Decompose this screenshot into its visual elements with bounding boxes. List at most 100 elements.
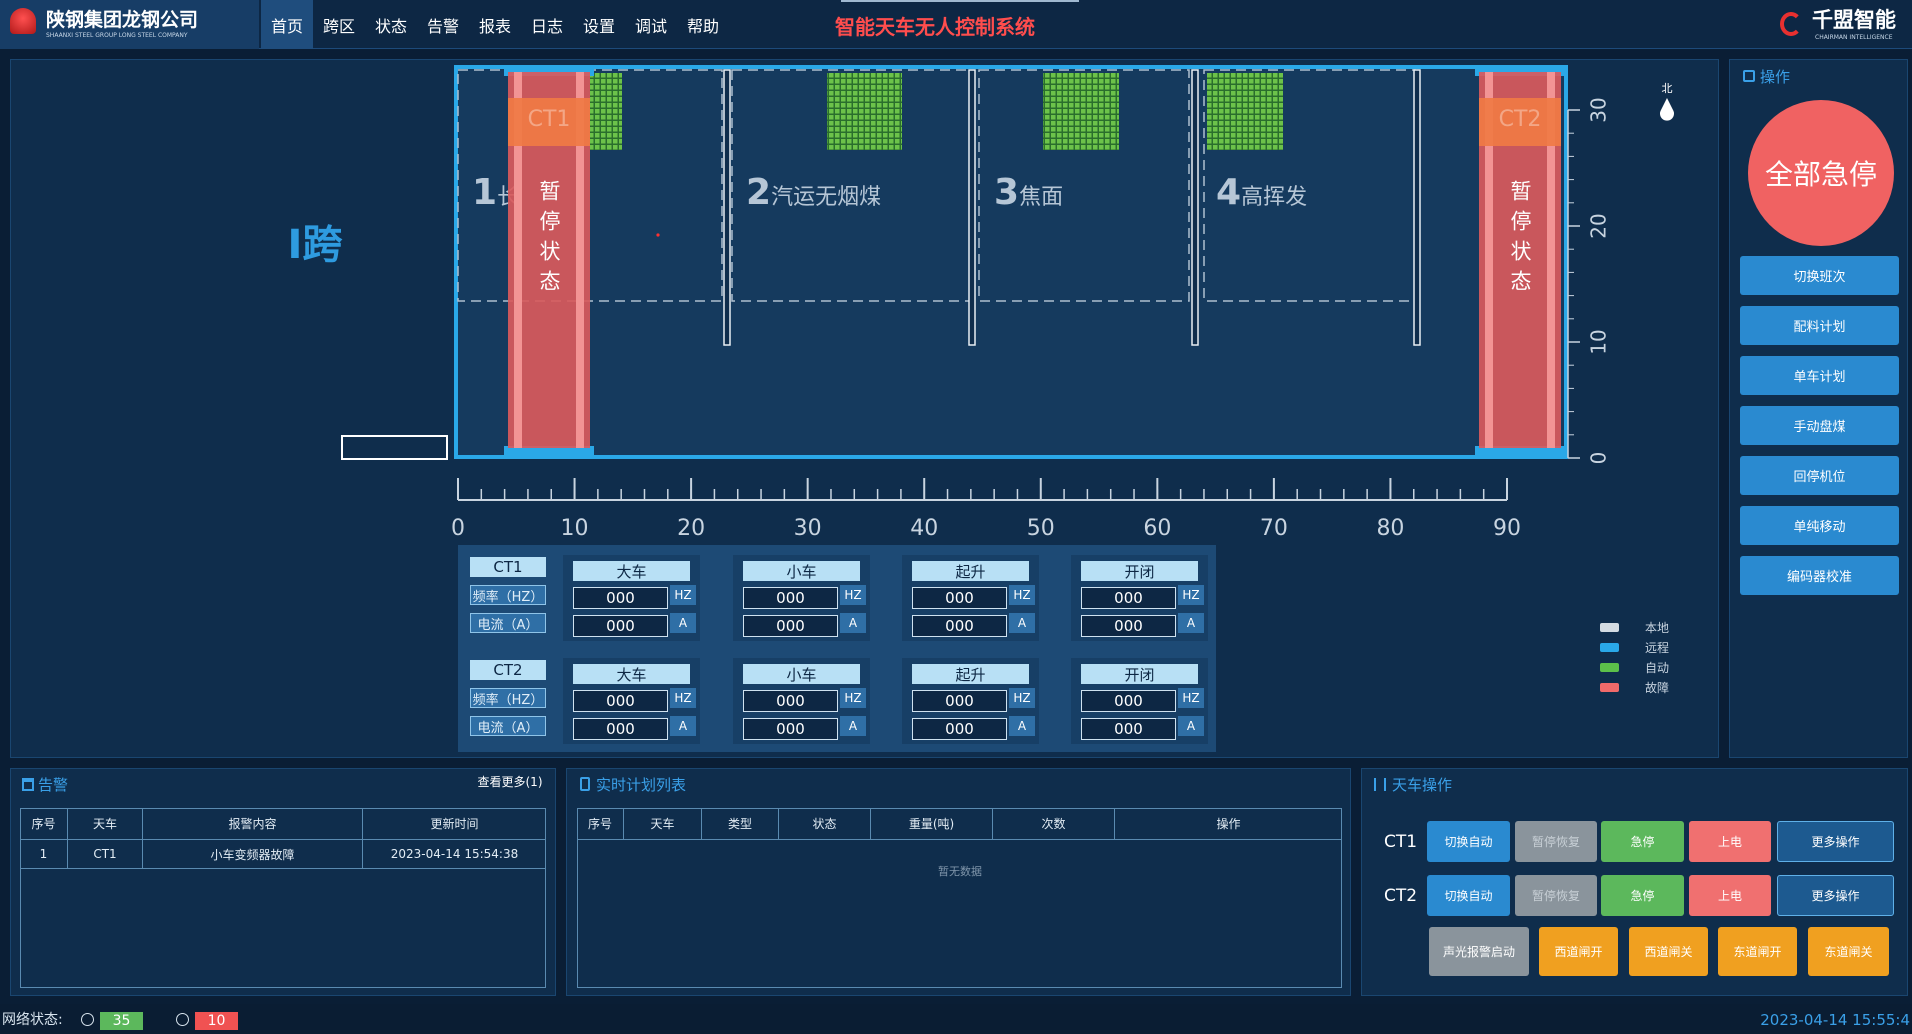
alert-count: 10 — [195, 1012, 238, 1030]
zone-number: 2 — [746, 172, 771, 213]
crane-ops-title: 天车操作 — [1392, 775, 1453, 794]
ok-icon — [81, 1013, 94, 1026]
crane-op-button[interactable]: 更多操作 — [1777, 875, 1894, 916]
page-title: 智能天车无人控制系统 — [835, 14, 1035, 39]
legend-swatch — [1600, 623, 1619, 632]
operation-button[interactable]: 手动盘煤 — [1740, 406, 1899, 445]
alarm-more[interactable]: 查看更多(1) — [477, 774, 543, 789]
plan-title: 实时计划列表 — [596, 775, 687, 794]
operation-button[interactable]: 单纯移动 — [1740, 506, 1899, 545]
table-header-cell: 操作 — [1115, 808, 1342, 840]
zone-separator — [723, 69, 731, 346]
logo-text: 陕钢集团龙钢公司 — [46, 8, 199, 31]
gate-button[interactable]: 西道闸关 — [1629, 927, 1708, 976]
zone-name: 焦面 — [1019, 185, 1063, 210]
y-tick-label: 30 — [1587, 97, 1611, 122]
material-pile — [827, 73, 902, 150]
zone-separator — [1413, 69, 1421, 346]
nav-item[interactable]: 帮助 — [686, 16, 719, 36]
unit-label: A — [840, 716, 866, 736]
alarm-panel — [10, 768, 556, 996]
nav-item[interactable]: 跨区 — [322, 16, 355, 36]
plan-empty: 暂无数据 — [938, 865, 982, 878]
nav-item[interactable]: 状态 — [374, 16, 407, 36]
compass-pin — [1660, 98, 1674, 121]
panel-icon — [22, 778, 34, 791]
logo-icon — [10, 8, 36, 34]
y-tick-label: 0 — [1587, 452, 1611, 465]
nav-item[interactable]: 首页 — [261, 0, 313, 49]
x-tick-label: 50 — [1027, 516, 1055, 541]
status-bar — [0, 1004, 1912, 1034]
crane-op-button[interactable]: 切换自动 — [1427, 821, 1510, 862]
crane-op-button[interactable]: 上电 — [1689, 875, 1771, 916]
crane-op-button[interactable]: 暂停恢复 — [1515, 821, 1597, 862]
unit-label: A — [1009, 716, 1035, 736]
zone-number: 4 — [1216, 172, 1241, 213]
nav-item[interactable]: 调试 — [634, 16, 667, 36]
alert-icon — [176, 1013, 189, 1026]
zone-number: 1 — [472, 172, 497, 213]
crane-rail — [576, 72, 584, 448]
gate-button[interactable]: 声光报警启动 — [1429, 927, 1529, 976]
datetime: 2023-04-14 15:55:4 — [1760, 1011, 1910, 1029]
y-tick-label: 10 — [1587, 329, 1611, 354]
zone-number: 3 — [994, 172, 1019, 213]
nav-item[interactable]: 报表 — [478, 16, 511, 36]
zone-separator — [968, 69, 976, 346]
drive-name: 大车 — [573, 664, 690, 684]
table-header-cell: 报警内容 — [143, 808, 363, 840]
freq-value: 000 — [1081, 587, 1176, 609]
crane-op-button[interactable]: 暂停恢复 — [1515, 875, 1597, 916]
gate-button[interactable]: 东道闸开 — [1718, 927, 1797, 976]
operation-button[interactable]: 编码器校准 — [1740, 556, 1899, 595]
emergency-stop[interactable]: 全部急停 — [1748, 100, 1894, 246]
current-value: 000 — [743, 615, 838, 637]
drive-name: 小车 — [743, 561, 860, 581]
panel-icon — [1743, 70, 1755, 82]
network-label: 网络状态: — [2, 1012, 63, 1028]
nav-item[interactable]: 告警 — [426, 16, 459, 36]
crane-op-button[interactable]: 上电 — [1689, 821, 1771, 862]
table-header-cell: 状态 — [779, 808, 871, 840]
zone-name: 汽运无烟煤 — [771, 185, 881, 210]
unit-label: HZ — [1009, 688, 1035, 708]
operation-button[interactable]: 切换班次 — [1740, 256, 1899, 295]
unit-label: HZ — [670, 585, 696, 605]
crane-name: CT2 — [1499, 107, 1542, 132]
unit-label: A — [670, 716, 696, 736]
unit-label: A — [1009, 613, 1035, 633]
y-tick-label: 20 — [1587, 213, 1611, 238]
freq-value: 000 — [912, 690, 1007, 712]
unit-label: A — [840, 613, 866, 633]
span-label: I跨 — [287, 222, 343, 268]
operation-button[interactable]: 配料计划 — [1740, 306, 1899, 345]
crane-op-button[interactable]: 急停 — [1601, 821, 1684, 862]
material-pile — [1207, 73, 1283, 150]
row-label: 频率（HZ） — [470, 585, 546, 605]
crane-op-button[interactable]: 切换自动 — [1427, 875, 1510, 916]
x-tick-label: 10 — [561, 516, 589, 541]
gate-button[interactable]: 东道闸关 — [1808, 927, 1889, 976]
table-header-cell: 次数 — [993, 808, 1115, 840]
material-pile — [1043, 73, 1119, 150]
nav-item[interactable]: 日志 — [530, 16, 563, 36]
table-header-cell: 天车 — [68, 808, 143, 840]
crane-op-button[interactable]: 更多操作 — [1777, 821, 1894, 862]
operation-button[interactable]: 回停机位 — [1740, 456, 1899, 495]
zone-label: 3焦面 — [994, 172, 1063, 213]
crane-op-button[interactable]: 急停 — [1601, 875, 1684, 916]
current-value: 000 — [743, 718, 838, 740]
alarm-title: 告警 — [38, 775, 69, 794]
top-accent — [841, 0, 1079, 2]
x-tick-label: 80 — [1376, 516, 1404, 541]
unit-label: HZ — [840, 688, 866, 708]
operation-button[interactable]: 单车计划 — [1740, 356, 1899, 395]
nav-item[interactable]: 设置 — [582, 16, 615, 36]
crane-cap — [504, 66, 594, 76]
gate-button[interactable]: 西道闸开 — [1539, 927, 1618, 976]
unit-label: HZ — [840, 585, 866, 605]
freq-value: 000 — [573, 690, 668, 712]
table-header-cell: 序号 — [577, 808, 624, 840]
